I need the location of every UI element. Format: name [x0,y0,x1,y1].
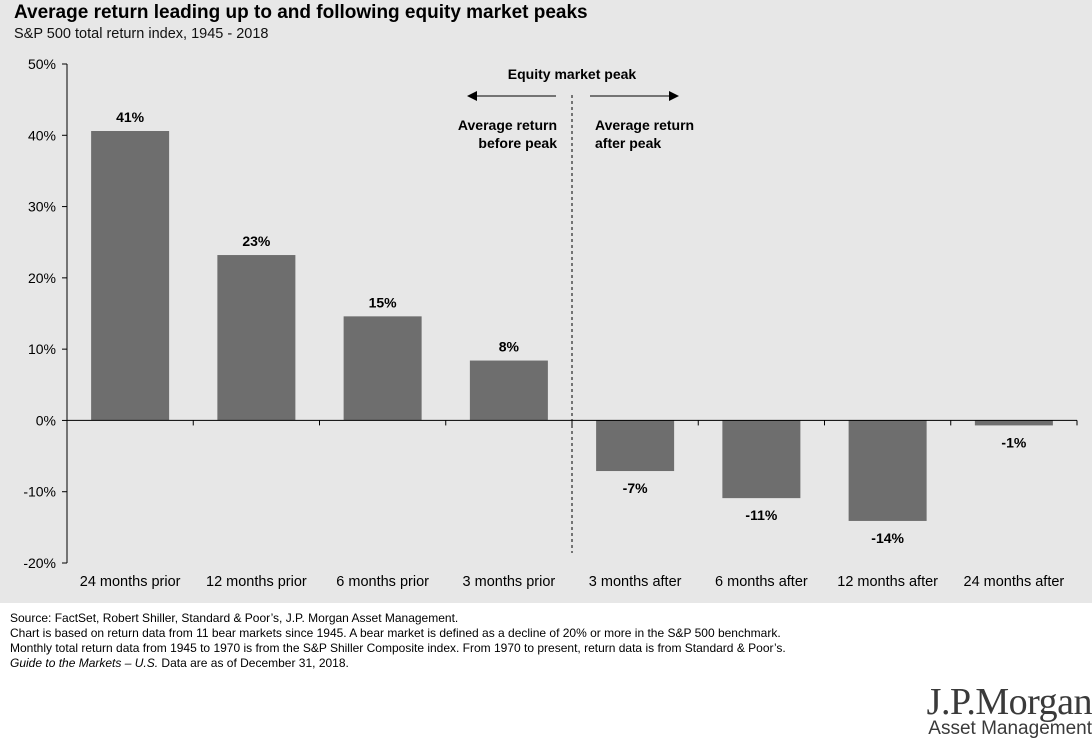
bar-8 [974,420,1053,426]
bar-3 [343,316,422,421]
bar-6 [722,420,801,499]
y-tick-label-1: 50% [28,56,56,72]
y-tick-label-4: 20% [28,270,56,286]
footnote-data-sources: Monthly total return data from 1945 to 1… [10,641,786,655]
data-label-7: -14% [871,530,904,546]
data-label-4: 8% [499,339,520,355]
data-label-5: -7% [623,480,648,496]
bar-1 [91,131,170,421]
bar-2 [217,255,296,421]
chart-subtitle: S&P 500 total return index, 1945 - 2018 [14,26,269,42]
before-peak-label-line1: Average return [458,117,557,133]
x-tick-label-5: 3 months after [589,574,682,590]
x-tick-label-8: 24 months after [964,574,1065,590]
bar-4 [469,360,548,421]
logo-subtitle: Asset Management [928,718,1092,739]
x-tick-label-6: 6 months after [715,574,808,590]
jpmorgan-logo: J.P.Morgan Asset Management [926,681,1092,739]
footnote-date-text: Data are as of December 31, 2018. [158,656,349,670]
y-tick-label-7: -10% [23,484,56,500]
y-tick-label-2: 40% [28,127,56,143]
x-tick-label-3: 6 months prior [336,574,429,590]
footnote-date: Guide to the Markets – U.S. Data are as … [10,656,786,671]
x-tick-label-1: 24 months prior [80,574,181,590]
data-label-2: 23% [242,233,271,249]
x-tick-label-2: 12 months prior [206,574,307,590]
bar-7 [848,420,927,521]
bar-chart: 41% 24 months prior 23% 12 months prior 15% 6… [23,56,1078,590]
logo-wordmark: J.P.Morgan [926,681,1092,723]
y-tick-label-3: 30% [28,199,56,215]
after-peak-label-line1: Average return [595,117,694,133]
chart-title: Average return leading up to and followi… [14,2,588,23]
y-tick-label-8: -20% [23,555,56,571]
footnote-source: Source: FactSet, Robert Shiller, Standar… [10,611,459,625]
footnote-methodology: Chart is based on return data from 11 be… [10,626,781,640]
data-label-6: -11% [745,507,777,523]
before-peak-label-line2: before peak [478,135,557,151]
data-label-1: 41% [116,109,145,125]
data-label-8: -1% [1001,434,1026,450]
before-peak-arrow-head [467,91,477,101]
x-tick-label-7: 12 months after [837,574,938,590]
footnote-guide-title: Guide to the Markets – U.S. [10,656,159,670]
bar-5 [596,420,675,472]
after-peak-arrow-head [669,91,679,101]
y-tick-label-6: 0% [36,412,56,428]
footnotes: Source: FactSet, Robert Shiller, Standar… [10,611,786,671]
after-peak-label-line2: after peak [595,135,661,151]
peak-annotation-label: Equity market peak [508,66,637,82]
data-label-3: 15% [369,294,398,310]
y-tick-label-5: 10% [28,341,56,357]
x-tick-label-4: 3 months prior [463,574,556,590]
